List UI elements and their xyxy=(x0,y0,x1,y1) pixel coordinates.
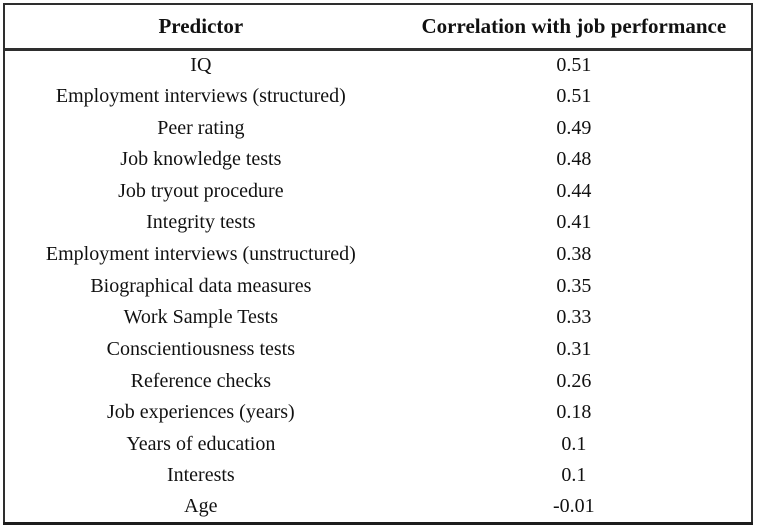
table-row: Years of education 0.1 xyxy=(4,429,752,461)
table-row: Job knowledge tests 0.48 xyxy=(4,144,752,176)
cell-predictor: Biographical data measures xyxy=(90,274,312,297)
table-row: Job tryout procedure 0.44 xyxy=(4,176,752,208)
cell-correlation: 0.35 xyxy=(556,274,592,297)
cell-predictor: Employment interviews (structured) xyxy=(55,84,346,107)
correlation-table: Predictor Correlation with job performan… xyxy=(3,3,753,525)
correlation-table-container: Predictor Correlation with job performan… xyxy=(3,3,753,525)
cell-predictor: Employment interviews (unstructured) xyxy=(45,243,356,266)
cell-correlation: 0.31 xyxy=(556,337,592,360)
table-row: Work Sample Tests 0.33 xyxy=(4,302,752,334)
cell-predictor: Job knowledge tests xyxy=(120,148,282,171)
table-row: Peer rating 0.49 xyxy=(4,112,752,144)
cell-correlation: 0.41 xyxy=(556,211,592,234)
cell-correlation: 0.51 xyxy=(556,54,592,77)
cell-predictor: Job tryout procedure xyxy=(118,179,284,202)
cell-predictor: Interests xyxy=(166,464,235,487)
table-row: IQ 0.51 xyxy=(4,49,752,81)
table-row: Integrity tests 0.41 xyxy=(4,207,752,239)
cell-predictor: Conscientiousness tests xyxy=(106,337,296,360)
cell-predictor: Integrity tests xyxy=(146,211,256,234)
table-row: Conscientiousness tests 0.31 xyxy=(4,334,752,366)
cell-correlation: 0.1 xyxy=(561,432,587,455)
table-row: Reference checks 0.26 xyxy=(4,365,752,397)
cell-predictor: Job experiences (years) xyxy=(107,401,295,424)
table-header: Predictor Correlation with job performan… xyxy=(4,4,752,51)
cell-correlation: 0.38 xyxy=(556,243,592,266)
table-row: Interests 0.1 xyxy=(4,460,752,492)
header-row: Predictor Correlation with job performan… xyxy=(4,4,752,51)
cell-correlation: 0.26 xyxy=(556,369,592,392)
cell-correlation: 0.1 xyxy=(561,464,587,487)
cell-correlation: 0.51 xyxy=(556,84,592,107)
cell-predictor: IQ xyxy=(190,54,212,77)
cell-correlation: 0.33 xyxy=(556,306,592,329)
table-body: IQ 0.51 Employment interviews (structure… xyxy=(4,49,752,524)
table-row: Age -0.01 xyxy=(4,492,752,524)
cell-predictor: Work Sample Tests xyxy=(123,306,279,329)
table-row: Employment interviews (unstructured) 0.3… xyxy=(4,239,752,271)
table-row: Job experiences (years) 0.18 xyxy=(4,397,752,429)
cell-predictor: Peer rating xyxy=(157,116,245,139)
cell-predictor: Age xyxy=(184,495,218,518)
cell-correlation: 0.44 xyxy=(556,179,592,202)
header-correlation: Correlation with job performance xyxy=(396,4,752,51)
cell-correlation: 0.48 xyxy=(556,148,592,171)
table-row: Employment interviews (structured) 0.51 xyxy=(4,81,752,113)
cell-predictor: Reference checks xyxy=(130,369,272,392)
table-row: Biographical data measures 0.35 xyxy=(4,270,752,302)
cell-correlation: 0.49 xyxy=(556,116,592,139)
header-predictor: Predictor xyxy=(4,4,397,51)
cell-correlation: -0.01 xyxy=(553,495,595,518)
cell-correlation: 0.18 xyxy=(556,401,592,424)
cell-predictor: Years of education xyxy=(126,432,276,455)
